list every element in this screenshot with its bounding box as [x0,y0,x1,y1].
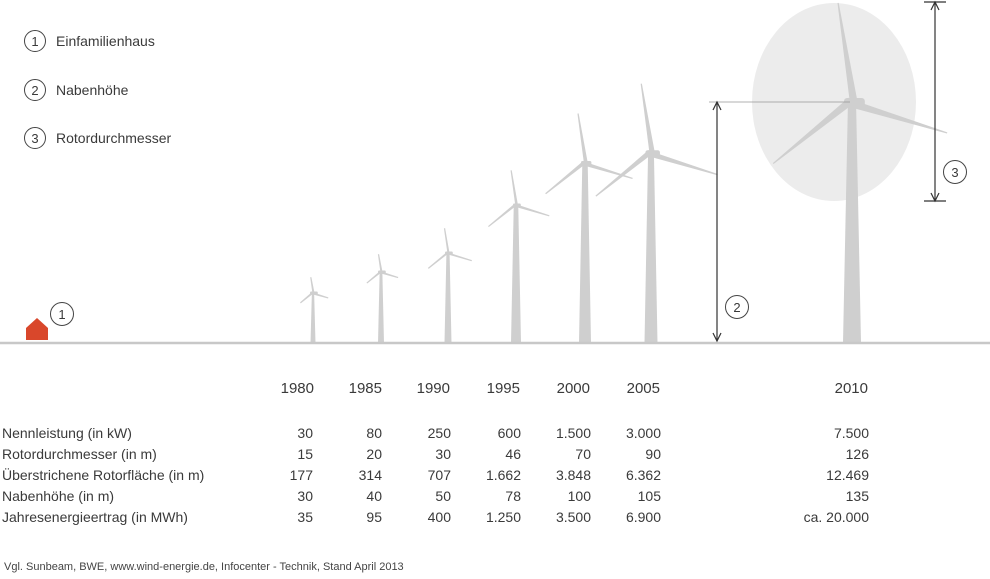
table-cell: 78 [505,488,521,504]
turbine-tower [378,272,384,343]
table-cell: 20 [366,446,382,462]
legend-label: Einfamilienhaus [56,33,155,49]
turbine-blade [545,160,586,195]
table-cell: 1.250 [485,509,521,525]
turbine-blade [377,254,383,273]
rotor-diameter-marker: 3 [943,160,967,184]
turbine-tower [843,102,861,343]
turbine-blade [640,83,655,154]
turbine-blade [488,203,517,228]
year-header: 2000 [556,380,590,397]
turbine-nacelle [581,161,592,166]
turbine-tower [644,153,658,343]
table-cell: 707 [427,467,451,483]
table-cell: 126 [845,446,869,462]
table-cell: 90 [645,446,661,462]
turbine-nacelle [310,291,318,295]
house-marker: 1 [50,302,74,326]
table-cell: 600 [497,425,521,441]
legend-label: Nabenhöhe [56,82,129,98]
table-cell: 7.500 [833,425,869,441]
turbine-blade [300,291,314,304]
table-cell: 50 [435,488,451,504]
turbine-tower [579,163,591,343]
table-cell: 3.848 [555,467,591,483]
table-cell: 3.000 [625,425,661,441]
year-header: 1990 [416,380,450,397]
turbine-nacelle [645,150,660,157]
turbine-nacelle [844,98,865,107]
table-cell: 40 [366,488,382,504]
table-cell: 30 [297,425,313,441]
table-cell: 6.362 [625,467,661,483]
year-header: 2010 [834,380,868,397]
year-header: 1995 [486,380,520,397]
legend-item-rotor-diameter: 3 Rotordurchmesser [24,124,171,152]
table-cell: 70 [575,446,591,462]
row-label: Nabenhöhe (in m) [2,488,115,504]
turbine-blade [649,151,718,176]
turbine-tower [444,253,452,343]
legend-item-hub-height: 2 Nabenhöhe [24,76,128,104]
house-icon [26,318,48,340]
turbine-blade [577,113,588,164]
table-cell: 250 [427,425,451,441]
turbine-blade [427,251,449,269]
table-cell: 35 [297,509,313,525]
turbine-nacelle [378,270,386,274]
legend-item-house: 1 Einfamilienhaus [24,27,155,55]
turbine-tower [511,205,521,343]
table-cell: 30 [435,446,451,462]
table-cell: 3.500 [555,509,591,525]
table-cell: 95 [366,509,382,525]
year-header: 1980 [280,380,314,397]
table-cell: 80 [366,425,382,441]
table-cell: 400 [427,509,451,525]
row-label: Nennleistung (in kW) [2,425,132,441]
row-label: Rotordurchmesser (in m) [2,446,157,462]
turbine-blade [837,2,858,103]
turbine-nacelle [513,203,521,207]
hub-height-arrow-top [712,100,722,111]
table-cell: 177 [289,467,313,483]
hub-height-marker: 2 [725,295,749,319]
row-label: Überstrichene Rotorfläche (in m) [2,467,205,483]
turbine-blade [443,228,450,254]
year-header: 2005 [626,380,660,397]
legend-label: Rotordurchmesser [56,130,172,146]
turbine-blade [510,170,518,206]
table-cell: 1.662 [485,467,521,483]
table-cell: 314 [358,467,382,483]
table-cell: 135 [845,488,869,504]
table-cell: ca. 20.000 [803,509,869,525]
row-label: Jahresenergieertrag (in MWh) [2,509,188,525]
turbine-blade [772,97,854,165]
table-cell: 15 [297,446,313,462]
table-cell: 6.900 [625,509,661,525]
table-cell: 46 [505,446,521,462]
turbine-blade [595,149,652,197]
rotor-diameter-arrow-top [930,0,940,11]
rotor-diameter-arrow-bottom [930,192,940,203]
turbine-tower [310,293,316,343]
turbine-blade [515,204,550,217]
legend-number: 3 [24,127,46,149]
year-header: 1985 [348,380,382,397]
turbine-blade [310,277,315,294]
legend-number: 1 [24,30,46,52]
table-cell: 30 [297,488,313,504]
table-cell: 12.469 [826,467,869,483]
legend-number: 2 [24,79,46,101]
table-cell: 100 [567,488,591,504]
turbine-group [300,2,948,343]
turbine-nacelle [445,251,453,255]
source-note: Vgl. Sunbeam, BWE, www.wind-energie.de, … [4,561,404,573]
table-cell: 105 [637,488,661,504]
turbine-blade [366,270,382,284]
table-cell: 1.500 [555,425,591,441]
turbine-blade [850,99,948,134]
hub-height-arrow-bottom [712,332,722,343]
turbine-blade [447,252,472,262]
